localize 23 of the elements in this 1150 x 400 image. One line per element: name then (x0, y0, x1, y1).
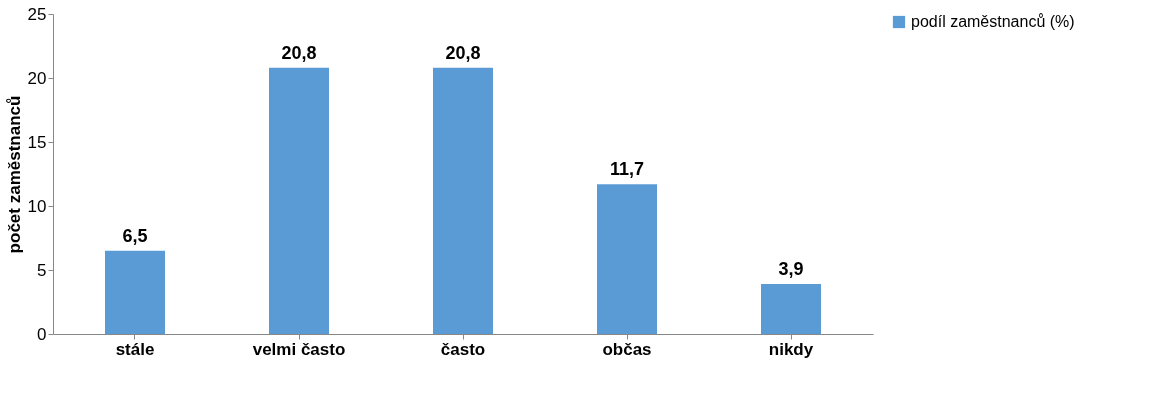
y-tick-label: 5 (37, 260, 47, 280)
x-tick-label: velmi často (252, 339, 346, 359)
y-tick-label: 0 (37, 324, 47, 344)
y-axis-title: počet zaměstnanců (4, 95, 24, 254)
x-tick-label: občas (602, 339, 652, 359)
x-tick-label: nikdy (768, 339, 814, 359)
bar (269, 67, 329, 334)
data-label: 20,8 (281, 42, 317, 63)
data-label: 20,8 (445, 42, 481, 63)
bar (597, 184, 657, 334)
bar (433, 67, 493, 334)
y-tick-label: 15 (27, 132, 47, 152)
y-tick-label: 20 (27, 68, 47, 88)
y-tick-label: 25 (27, 4, 47, 24)
y-tick-label: 10 (27, 196, 47, 216)
bar (761, 284, 821, 334)
bar (105, 250, 165, 334)
x-tick-label: často (440, 339, 486, 359)
data-label: 6,5 (122, 225, 148, 246)
data-label: 3,9 (778, 259, 804, 280)
legend-label: podíl zaměstnanců (%) (911, 13, 1075, 30)
data-label: 11,7 (609, 159, 645, 180)
x-tick-label: stále (115, 339, 155, 359)
